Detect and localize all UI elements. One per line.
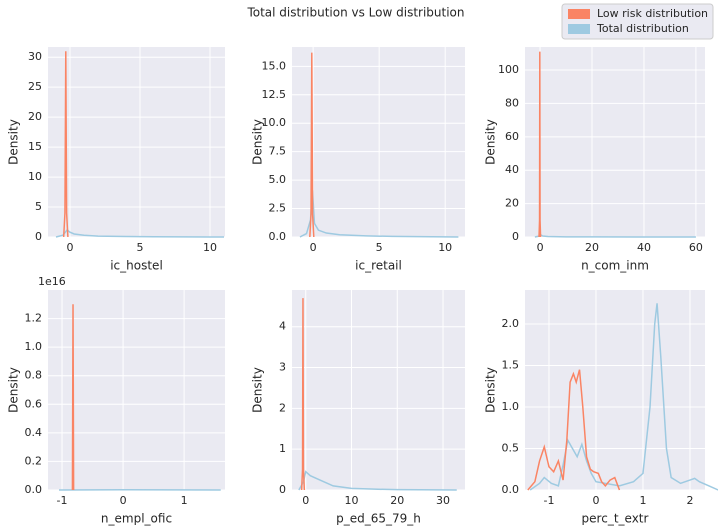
y-tick-label: 12.5 bbox=[262, 88, 287, 101]
y-tick-label: 4 bbox=[279, 320, 286, 333]
y-tick-label: 10 bbox=[28, 170, 42, 183]
x-tick-label: 0 bbox=[537, 241, 544, 254]
y-tick-label: 2.5 bbox=[269, 202, 287, 215]
x-tick-label: 10 bbox=[203, 241, 217, 254]
x-tick-label: 0 bbox=[592, 494, 599, 507]
density-line bbox=[71, 304, 75, 491]
y-tick-label: 80 bbox=[505, 96, 519, 109]
y-tick-label: 0.4 bbox=[25, 426, 43, 439]
x-tick-label: 60 bbox=[689, 241, 703, 254]
y-tick-label: 15.0 bbox=[262, 59, 287, 72]
x-axis-label: n_empl_ofic bbox=[101, 512, 172, 526]
y-axis-label: Density bbox=[484, 367, 498, 413]
plot-area bbox=[292, 47, 465, 237]
plot-area bbox=[292, 290, 465, 490]
legend-label: Low risk distribution bbox=[597, 7, 708, 20]
y-tick-label: 10.0 bbox=[262, 116, 287, 129]
y-tick-label: 0.5 bbox=[502, 442, 520, 455]
legend-swatch bbox=[568, 24, 590, 34]
y-tick-label: 7.5 bbox=[269, 145, 287, 158]
y-tick-label: 15 bbox=[28, 140, 42, 153]
plot-area bbox=[525, 47, 705, 237]
y-tick-label: 1.5 bbox=[502, 359, 520, 372]
x-tick-label: 20 bbox=[390, 494, 404, 507]
y-tick-label: 0 bbox=[35, 230, 42, 243]
y-tick-label: 30 bbox=[28, 50, 42, 63]
y-axis-label: Density bbox=[251, 367, 265, 413]
density-line bbox=[300, 298, 306, 491]
plot-area bbox=[48, 290, 225, 490]
y-tick-label: 5 bbox=[35, 200, 42, 213]
y-tick-label: 2 bbox=[279, 401, 286, 414]
y-tick-label: 25 bbox=[28, 80, 42, 93]
y-tick-label: 1.0 bbox=[25, 340, 43, 353]
x-tick-label: 40 bbox=[637, 241, 651, 254]
plot-area bbox=[525, 290, 705, 490]
x-tick-label: 10 bbox=[438, 241, 452, 254]
x-tick-label: 20 bbox=[585, 241, 599, 254]
figure-title: Total distribution vs Low distribution bbox=[246, 6, 464, 20]
density-line bbox=[538, 51, 542, 238]
y-tick-label: 0.0 bbox=[502, 483, 520, 496]
x-tick-label: 30 bbox=[436, 494, 450, 507]
x-axis-label: ic_retail bbox=[355, 259, 402, 273]
x-tick-label: 2 bbox=[686, 494, 693, 507]
y-tick-label: 0.6 bbox=[25, 397, 43, 410]
x-tick-label: 0 bbox=[302, 494, 309, 507]
y-tick-label: 5.0 bbox=[269, 173, 287, 186]
y-tick-label: 0.0 bbox=[25, 483, 43, 496]
density-line bbox=[527, 369, 621, 491]
legend-label: Total distribution bbox=[596, 22, 689, 35]
y-axis-label: Density bbox=[7, 119, 21, 165]
x-tick-label: 5 bbox=[376, 241, 383, 254]
y-axis-label: Density bbox=[251, 119, 265, 165]
x-axis-label: p_ed_65_79_h bbox=[336, 512, 421, 526]
legend-swatch bbox=[568, 9, 590, 19]
y-tick-label: 1.0 bbox=[502, 400, 520, 413]
density-line bbox=[298, 470, 457, 491]
density-line bbox=[62, 51, 69, 238]
x-tick-label: 0 bbox=[120, 494, 127, 507]
y-tick-label: 20 bbox=[505, 197, 519, 210]
x-tick-label: 10 bbox=[344, 494, 358, 507]
x-tick-label: 5 bbox=[137, 241, 144, 254]
x-tick-label: 1 bbox=[639, 494, 646, 507]
y-tick-label: 0.8 bbox=[25, 369, 43, 382]
x-tick-label: 0 bbox=[66, 241, 73, 254]
y-axis-label: Density bbox=[7, 367, 21, 413]
y-tick-label: 1.2 bbox=[25, 312, 43, 325]
y-tick-label: 20 bbox=[28, 110, 42, 123]
y-tick-label: 0.2 bbox=[25, 454, 43, 467]
y-offset-label: 1e16 bbox=[38, 275, 66, 288]
x-tick-label: 0 bbox=[310, 241, 317, 254]
x-tick-label: -1 bbox=[543, 494, 554, 507]
x-axis-label: n_com_inm bbox=[581, 259, 649, 273]
plot-area bbox=[48, 47, 225, 237]
x-axis-label: ic_hostel bbox=[110, 259, 163, 273]
density-line bbox=[309, 52, 315, 238]
x-tick-label: 1 bbox=[181, 494, 188, 507]
y-axis-label: Density bbox=[484, 119, 498, 165]
y-tick-label: 1 bbox=[279, 442, 286, 455]
y-tick-label: 0 bbox=[512, 230, 519, 243]
y-tick-label: 0.0 bbox=[269, 230, 287, 243]
y-tick-label: 40 bbox=[505, 163, 519, 176]
x-axis-label: perc_t_extr bbox=[582, 512, 649, 526]
density-line bbox=[55, 228, 225, 238]
y-tick-label: 2.0 bbox=[502, 317, 520, 330]
y-tick-label: 60 bbox=[505, 130, 519, 143]
legend-box bbox=[561, 3, 714, 40]
y-tick-label: 100 bbox=[498, 63, 519, 76]
x-tick-label: -1 bbox=[57, 494, 68, 507]
y-tick-label: 3 bbox=[279, 361, 286, 374]
y-tick-label: 0 bbox=[279, 483, 286, 496]
